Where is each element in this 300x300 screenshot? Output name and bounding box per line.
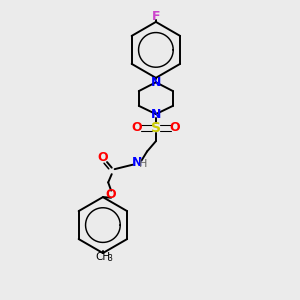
Text: F: F [152,11,160,23]
Text: N: N [151,108,161,121]
Text: N: N [151,76,161,89]
Text: O: O [97,152,108,164]
Text: CH: CH [95,252,110,262]
Text: O: O [170,122,180,134]
Text: O: O [131,122,142,134]
Text: S: S [151,121,161,135]
Text: N: N [132,156,142,169]
Text: O: O [106,188,116,201]
Text: 3: 3 [108,254,113,263]
Text: H: H [139,158,147,169]
